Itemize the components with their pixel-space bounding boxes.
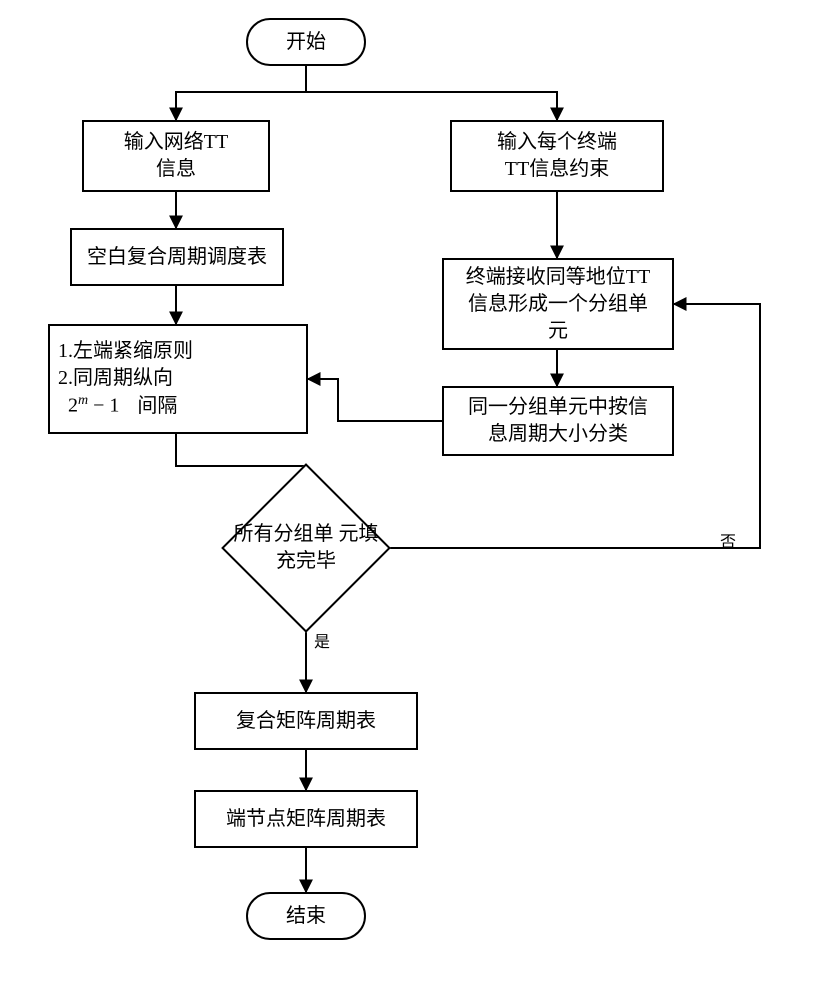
edge-0 [176,66,306,120]
node-start: 开始 [246,18,366,66]
node-decision: 所有分组单 元填充完毕 [246,488,366,608]
node-label: 端节点矩阵周期表 [226,806,386,833]
node-label: 输入网络TT 信息 [124,129,228,183]
node-classify: 同一分组单元中按信 息周期大小分类 [442,386,674,456]
node-line2: 2.同周期纵向 [58,365,298,392]
flowchart-canvas: 开始输入网络TT 信息 输入每个终端 TT信息约束空白复合周期调度表终端接收同等地… [0,0,832,1000]
node-label: 结束 [286,903,326,930]
node-blank: 空白复合周期调度表 [70,228,284,286]
node-in_term: 输入每个终端 TT信息约束 [450,120,664,192]
node-label: 终端接收同等地位TT 信息形成一个分组单 元 [466,264,650,345]
node-formula-line: 2m − 1间隔 [58,392,298,420]
node-label: 复合矩阵周期表 [236,708,376,735]
node-in_net: 输入网络TT 信息 [82,120,270,192]
node-compmat: 复合矩阵周期表 [194,692,418,750]
node-rules: 1.左端紧缩原则2.同周期纵向 2m − 1间隔 [48,324,308,434]
edge-1 [306,92,557,120]
edge-7 [176,434,306,488]
edge-label-9: 是 [314,628,330,652]
node-group: 终端接收同等地位TT 信息形成一个分组单 元 [442,258,674,350]
node-endmat: 端节点矩阵周期表 [194,790,418,848]
node-end: 结束 [246,892,366,940]
node-label: 开始 [286,29,326,56]
edge-6 [308,379,442,421]
node-line1: 1.左端紧缩原则 [58,338,298,365]
node-label: 空白复合周期调度表 [87,244,267,271]
node-label: 同一分组单元中按信 息周期大小分类 [468,394,648,448]
edge-label-8: 否 [720,528,736,552]
node-label: 输入每个终端 TT信息约束 [497,129,617,183]
node-label: 所有分组单 元填充完毕 [222,488,390,608]
